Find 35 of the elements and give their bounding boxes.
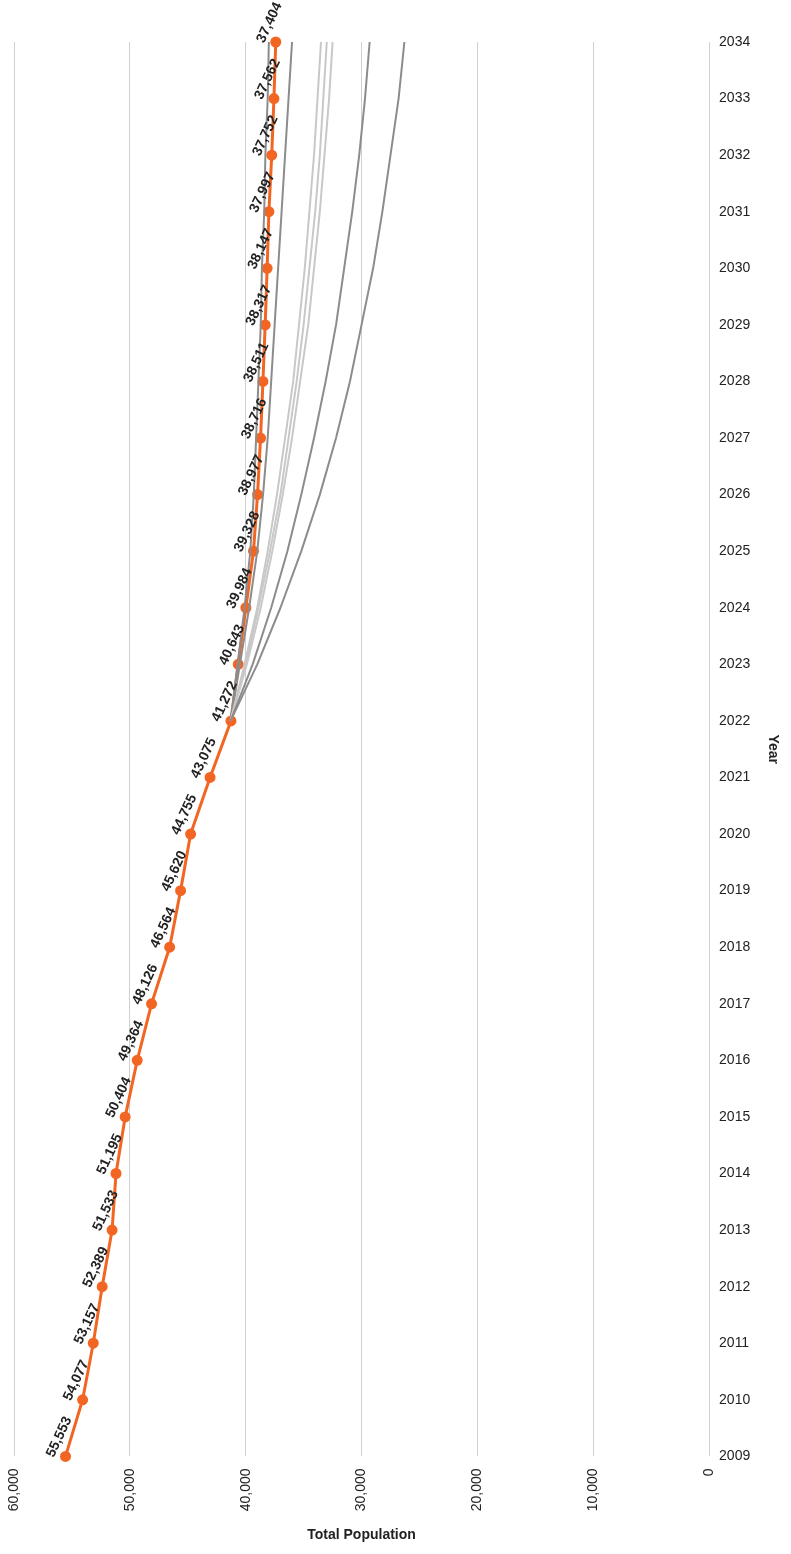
y-tick-label: 2034	[719, 32, 751, 49]
x-tick-label: 50,000	[120, 1468, 137, 1512]
y-tick-label: 2017	[719, 994, 751, 1011]
y-tick-label: 2029	[719, 315, 751, 332]
y-tick-label: 2031	[719, 202, 751, 219]
y-tick-label: 2012	[719, 1277, 751, 1294]
y-tick-label: 2028	[719, 372, 751, 389]
y-tick-label: 2021	[719, 768, 751, 785]
x-tick-label: 10,000	[584, 1468, 601, 1512]
y-tick-label: 2009	[719, 1447, 751, 1464]
y-tick-label: 2025	[719, 542, 751, 559]
x-tick-label: 30,000	[352, 1468, 369, 1512]
y-tick-label: 2033	[719, 89, 751, 106]
x-tick-label: 40,000	[236, 1468, 253, 1512]
y-tick-label: 2016	[719, 1051, 751, 1068]
x-tick-label: 0	[699, 1468, 716, 1477]
y-tick-label: 2018	[719, 938, 751, 955]
y-tick-label: 2026	[719, 485, 751, 502]
y-tick-label: 2027	[719, 428, 751, 445]
y-tick-label: 2011	[719, 1334, 750, 1351]
y-tick-label: 2015	[719, 1107, 751, 1124]
x-tick-label: 20,000	[468, 1468, 485, 1512]
y-tick-label: 2014	[719, 1164, 751, 1181]
y-tick-label: 2013	[719, 1220, 751, 1237]
y-tick-label: 2022	[719, 711, 751, 728]
x-tick-label: 60,000	[4, 1468, 21, 1512]
y-tick-label: 2019	[719, 881, 751, 898]
y-tick-label: 2032	[719, 146, 751, 163]
x-axis-title: Total Population	[307, 1526, 416, 1543]
y-tick-label: 2010	[719, 1390, 751, 1407]
y-tick-label: 2020	[719, 824, 751, 841]
y-axis-title: Year	[765, 734, 782, 765]
y-tick-label: 2024	[719, 598, 751, 615]
y-tick-label: 2030	[719, 259, 751, 276]
y-tick-label: 2023	[719, 655, 751, 672]
